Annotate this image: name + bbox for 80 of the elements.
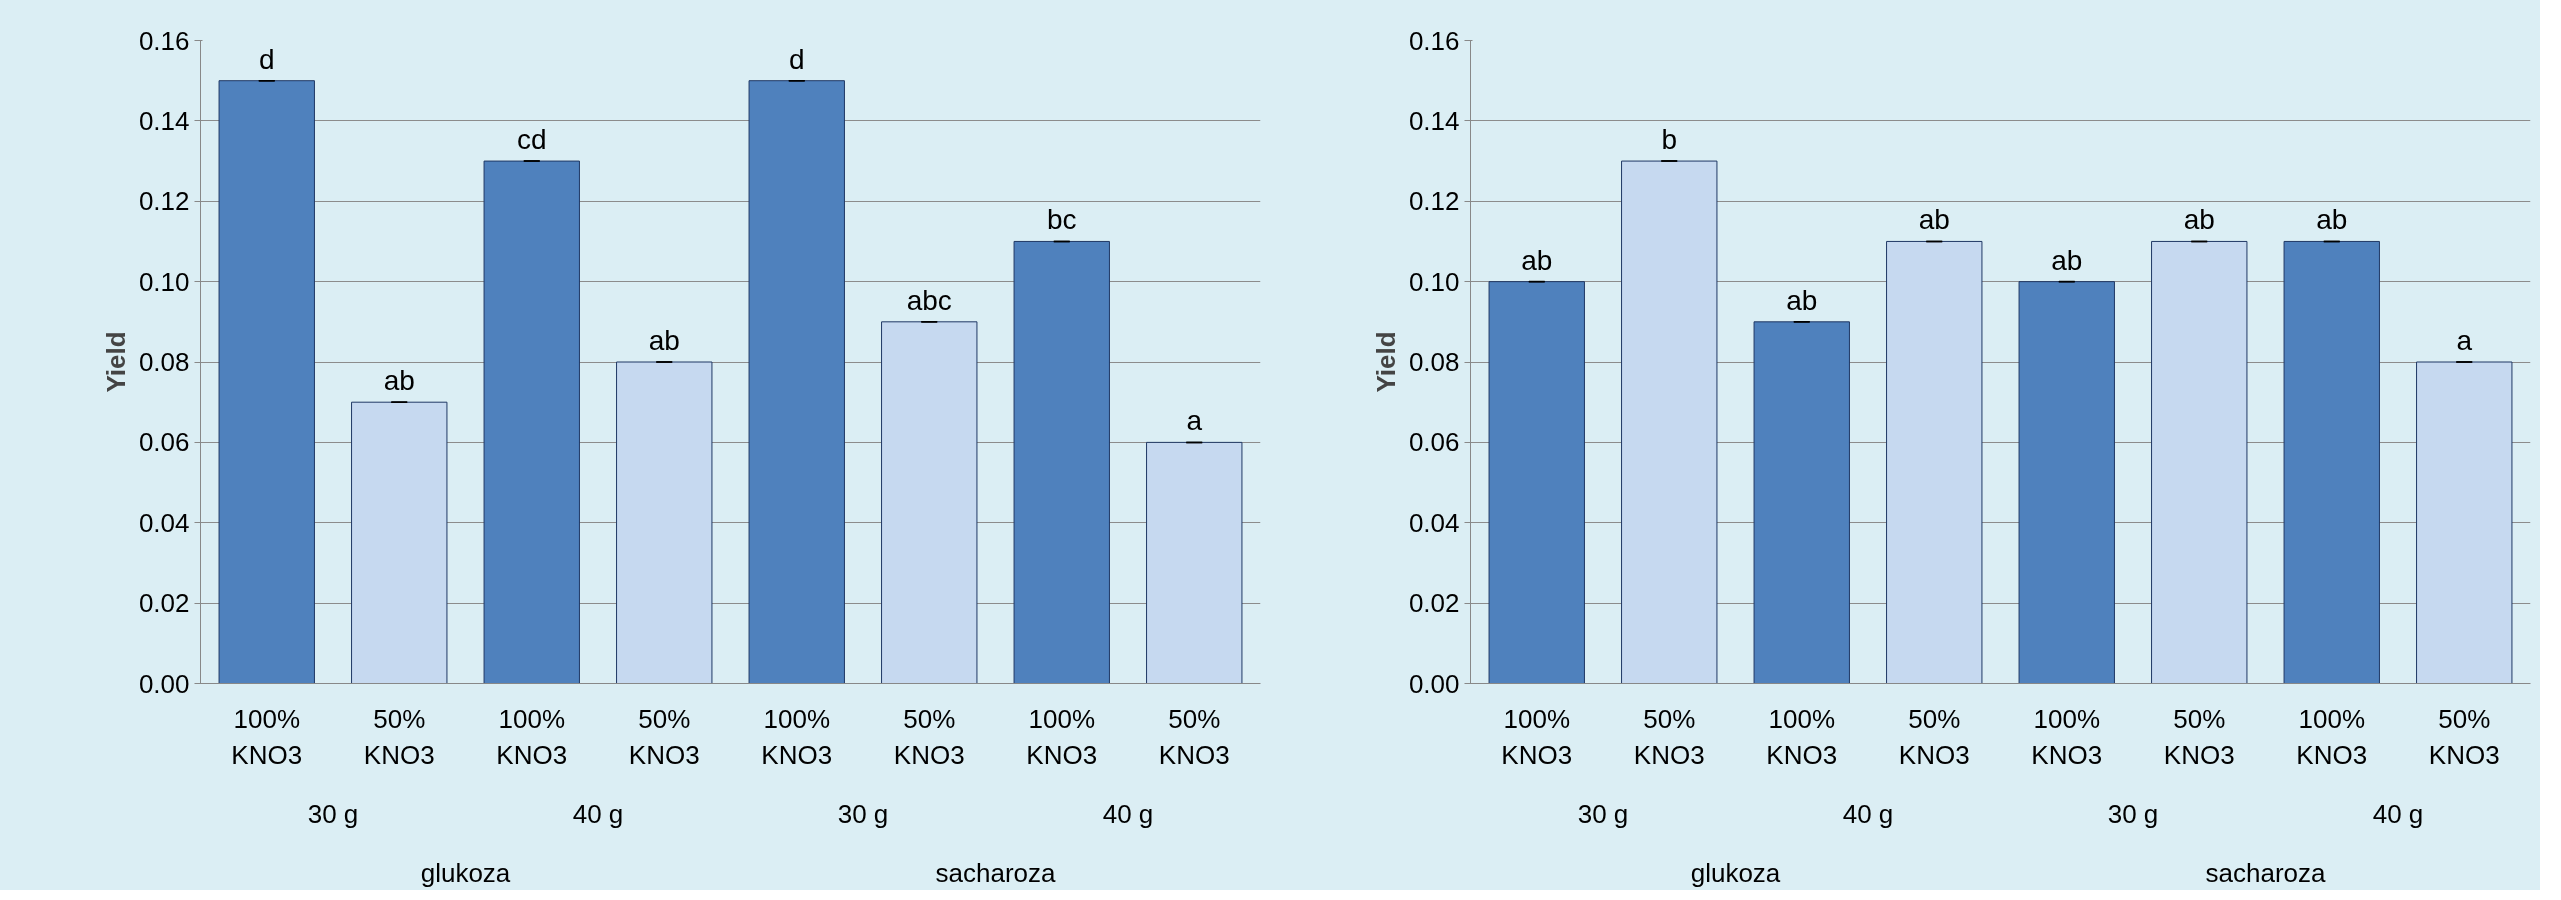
data-label: d [788,43,805,75]
text: glukoza [1690,857,1781,888]
bar [483,160,580,684]
bar [1013,240,1110,684]
bar [748,80,845,684]
x-tick-label: 50% KNO3 [1158,703,1230,770]
y-axis-title: Yield [1370,331,1401,393]
x-tick-label: 50% KNO3 [363,703,435,770]
x-tick-label: 50% KNO3 [2163,703,2235,770]
data-label: ab [1521,244,1553,276]
bar [616,361,713,684]
data-label: ab [2316,204,2348,236]
x-tick-label: 100% KNO3 [1766,703,1838,770]
bar [1146,441,1243,684]
y-tick-label: 0.04 [138,507,190,538]
text: 40 g [1102,798,1154,829]
bar [2416,361,2513,684]
data-label: ab [1786,284,1818,316]
y-tick-label: 0.08 [138,347,190,377]
x-tick-label: 50% KNO3 [893,703,965,770]
text: 40 g [2372,798,2424,829]
y-tick-label: 0.12 [138,186,190,217]
y-tick-label: 0.00 [1408,668,1460,699]
data-label: b [1661,124,1678,156]
x-tick-label: 50% KNO3 [1898,703,1970,770]
text: 40 g [1842,798,1894,829]
y-tick-label: 0.14 [138,105,190,136]
x-tick-label: 50% KNO3 [2428,703,2500,770]
y-tick-label: 0.00 [138,668,190,699]
data-label: a [1186,405,1203,437]
bar [1488,281,1585,684]
data-label: bc [1046,204,1077,236]
y-tick-label: 0.06 [1408,427,1460,458]
bar [1886,240,1983,684]
bar [351,401,448,684]
data-label: a [2456,325,2473,356]
data-label: ab [2183,204,2215,236]
x-tick-label: 100% KNO3 [496,703,568,770]
data-label: cd [516,124,547,156]
bar [2018,281,2115,684]
data-label: ab [648,325,680,356]
data-label: ab [2051,244,2083,276]
y-tick-label: 0.16 [138,25,190,56]
text: sacharoza [935,857,1057,888]
y-tick-label: 0.10 [1408,266,1460,297]
x-tick-label: 50% KNO3 [1633,703,1705,770]
x-tick-label: 100% KNO3 [761,703,833,770]
data-label: ab [383,365,415,397]
x-tick-label: 100% KNO3 [2031,703,2103,770]
data-label: d [258,43,275,75]
x-tick-label: 50% KNO3 [628,703,700,770]
y-tick-label: 0.04 [1408,507,1460,538]
bar [1753,321,1850,684]
bar [2151,240,2248,684]
bar [1621,160,1718,684]
y-tick-label: 0.14 [1408,105,1460,136]
y-tick-label: 0.06 [138,427,190,458]
text: 30 g [1577,798,1629,829]
bar [2283,240,2380,684]
y-tick-label: 0.12 [1408,186,1460,217]
y-tick-label: 0.16 [1408,25,1460,56]
text: 30 g [837,798,889,829]
y-tick-label: 0.02 [1408,588,1460,619]
text: 40 g [572,798,624,829]
text: 30 g [307,798,359,829]
text: glukoza [420,857,511,888]
text: 30 g [2107,798,2159,829]
text: sacharoza [2205,857,2327,888]
x-tick-label: 100% KNO3 [231,703,303,770]
x-tick-label: 100% KNO3 [1026,703,1098,770]
data-label: ab [1918,204,1950,236]
y-tick-label: 0.02 [138,588,190,619]
data-label: abc [906,284,952,316]
x-tick-label: 100% KNO3 [2296,703,2368,770]
y-tick-label: 0.08 [1408,347,1460,377]
y-axis-title: Yield [100,331,131,393]
bar [218,80,315,684]
x-tick-label: 100% KNO3 [1501,703,1573,770]
bar [881,321,978,684]
y-tick-label: 0.10 [138,266,190,297]
